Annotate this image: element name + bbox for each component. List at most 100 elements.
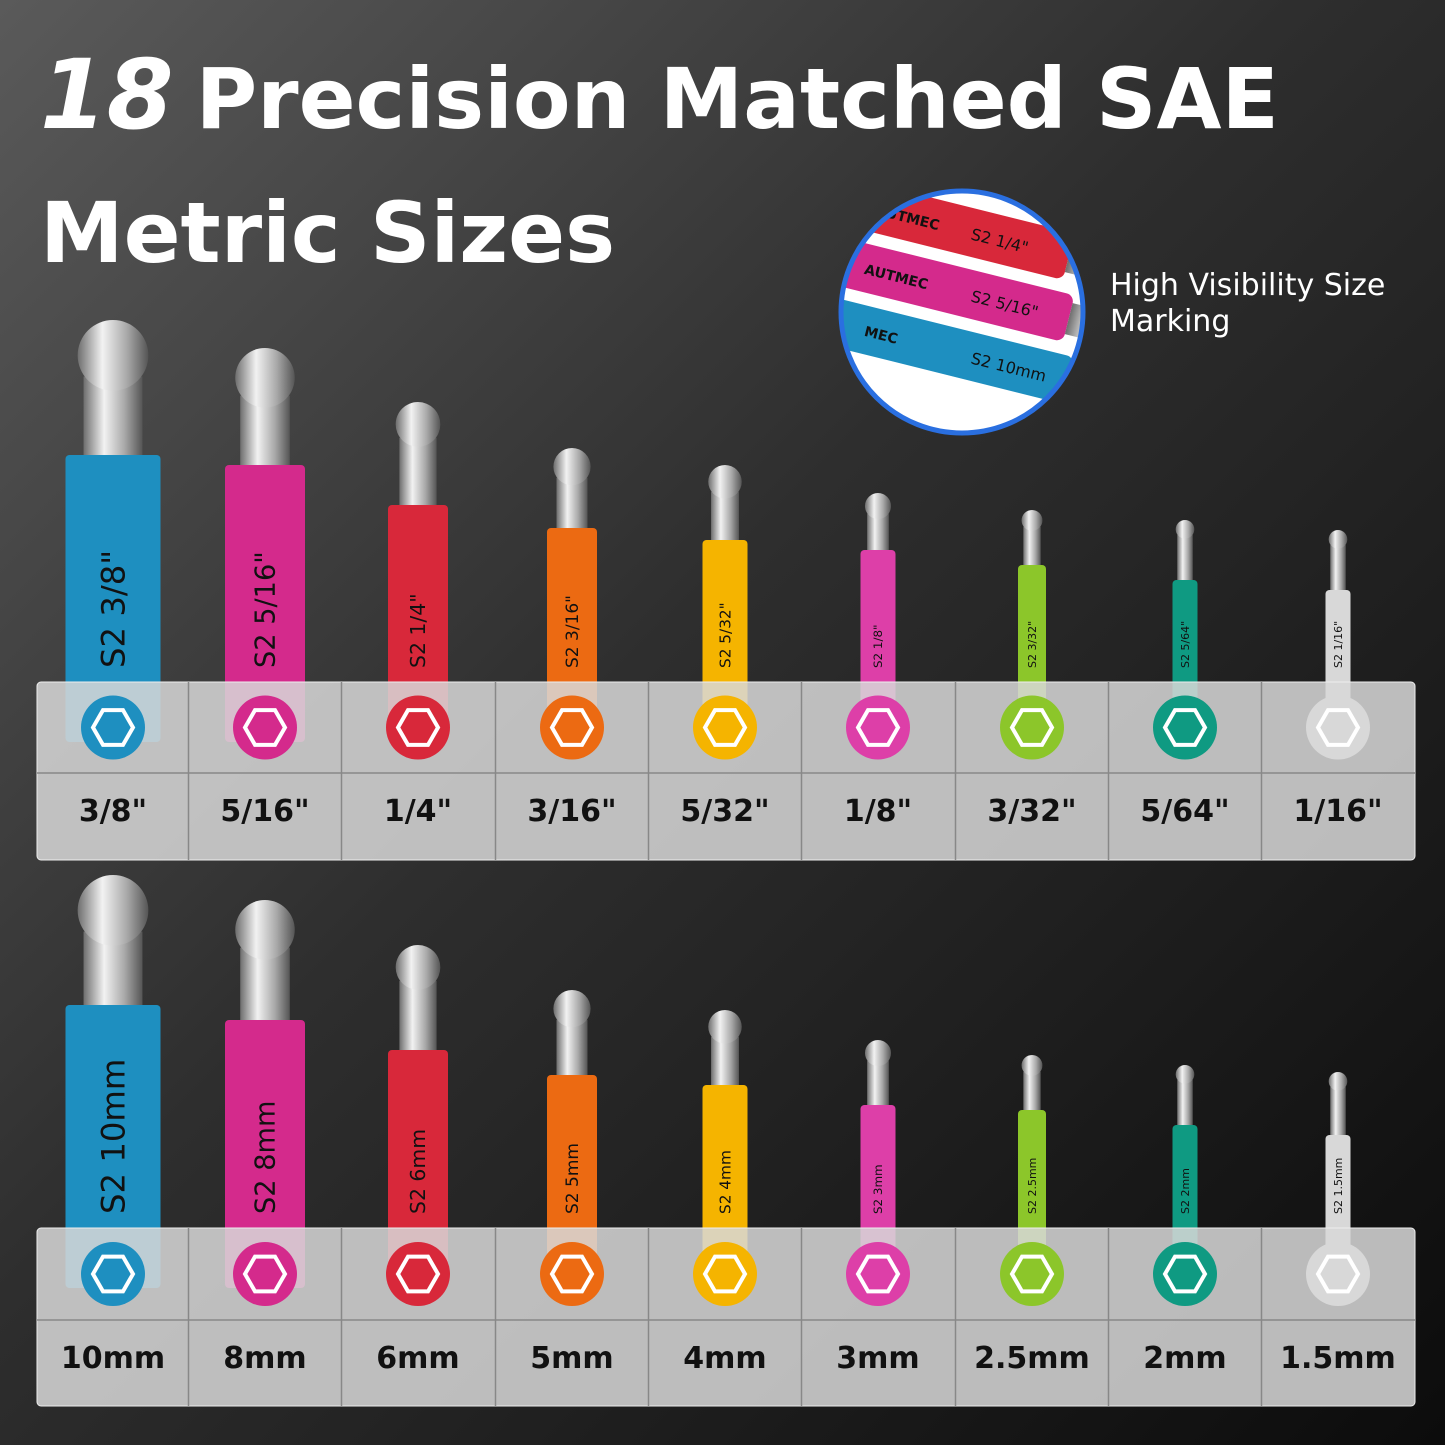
size-label: 3mm xyxy=(836,1341,919,1376)
hex-outline xyxy=(702,708,748,747)
hex-outline xyxy=(855,1254,901,1294)
ball-end xyxy=(864,493,892,520)
size-marking: S2 3mm xyxy=(871,1164,885,1214)
size-marking: S2 1/8" xyxy=(871,625,885,669)
hex-icon xyxy=(1306,695,1370,760)
size-label: 3/32" xyxy=(987,794,1076,829)
hex-outline xyxy=(549,708,595,747)
size-marking: S2 1.5mm xyxy=(1332,1158,1345,1214)
ball-end xyxy=(553,448,591,486)
callout: High Visibility Size Marking xyxy=(1110,268,1386,339)
hex-outline xyxy=(1162,1254,1208,1294)
inset-brand: MEC xyxy=(863,324,900,348)
ball-end xyxy=(864,1040,892,1067)
hex-icon xyxy=(1153,1242,1217,1306)
size-marking: S2 3/16" xyxy=(563,595,583,668)
hex-icon xyxy=(1153,695,1217,760)
size-marking: S2 3/32" xyxy=(1026,621,1039,668)
hex-outline xyxy=(395,1254,441,1294)
hex-icon xyxy=(846,695,910,760)
ball-end xyxy=(1328,530,1348,549)
size-marking: S2 10mm xyxy=(94,1059,132,1214)
hex-outline xyxy=(90,708,136,747)
size-label: 5/64" xyxy=(1140,794,1229,829)
ball-end xyxy=(235,900,295,960)
title-line-2: Metric Sizes xyxy=(40,184,615,282)
size-label: 10mm xyxy=(61,1341,165,1376)
callout-box: High Visibility Size Marking xyxy=(1110,268,1386,339)
hex-icon xyxy=(540,695,604,760)
hex-icon xyxy=(1000,695,1064,760)
hex-outline xyxy=(1162,708,1208,747)
size-label: 5mm xyxy=(530,1341,613,1376)
ball-end xyxy=(235,348,295,408)
hex-outline xyxy=(702,1254,748,1294)
ball-end xyxy=(395,945,441,990)
sleeve xyxy=(225,1020,305,1288)
hex-icon xyxy=(233,695,297,760)
ball-end xyxy=(395,402,441,447)
size-table xyxy=(36,1227,1416,1407)
size-label: 2mm xyxy=(1143,1341,1226,1376)
size-marking: S2 1/4" xyxy=(406,593,430,668)
inset-sleeve xyxy=(842,293,1073,403)
hex-icon xyxy=(540,1242,604,1306)
size-marking: S2 3/8" xyxy=(94,550,132,668)
hex-icon xyxy=(1306,1242,1370,1306)
title-number: 18 xyxy=(40,39,174,151)
size-label: 1/8" xyxy=(844,794,912,829)
hex-icon xyxy=(846,1242,910,1306)
sleeve xyxy=(225,465,305,742)
size-marking: S2 5/64" xyxy=(1179,621,1192,668)
ball-end xyxy=(1175,1065,1195,1084)
size-marking: S2 2.5mm xyxy=(1026,1158,1039,1214)
size-label: 3/16" xyxy=(527,794,616,829)
ball-end xyxy=(1021,1055,1043,1076)
size-marking: S2 4mm xyxy=(716,1150,734,1214)
hex-icon xyxy=(81,695,145,760)
hex-icon xyxy=(693,1242,757,1306)
size-label: 2.5mm xyxy=(974,1341,1090,1376)
ball-end xyxy=(708,1010,742,1044)
shaft xyxy=(1177,534,1193,595)
ball-end xyxy=(77,875,149,946)
tools: S2 3/8" S2 5/16" S2 1/4" S2 3/16" S2 5/32" S2… xyxy=(36,320,1416,1407)
shaft xyxy=(1177,1079,1193,1140)
size-label: 4mm xyxy=(683,1341,766,1376)
size-marking: S2 5/16" xyxy=(251,551,282,668)
inset-sleeve xyxy=(842,231,1073,341)
hex-icon xyxy=(386,695,450,760)
size-label: 5/16" xyxy=(220,794,309,829)
hex-key: S2 3/8" xyxy=(65,320,161,742)
hex-outline xyxy=(1009,708,1055,747)
hex-outline xyxy=(242,708,288,747)
hex-icon xyxy=(693,695,757,760)
size-label: 1.5mm xyxy=(1280,1341,1396,1376)
size-marking: S2 5mm xyxy=(563,1143,583,1214)
title-line-1: 18 Precision Matched SAE xyxy=(40,39,1279,151)
hex-icon xyxy=(1000,1242,1064,1306)
hex-outline xyxy=(90,1254,136,1294)
size-label: 1/16" xyxy=(1293,794,1382,829)
size-marking: S2 8mm xyxy=(251,1101,282,1214)
sleeve xyxy=(65,1005,161,1288)
ball-end xyxy=(708,465,742,499)
size-marking: S2 2mm xyxy=(1179,1168,1192,1214)
ball-end xyxy=(1175,520,1195,539)
size-label: 6mm xyxy=(376,1341,459,1376)
ball-end xyxy=(77,320,149,391)
sleeve xyxy=(65,455,161,742)
size-table xyxy=(36,681,1416,861)
hex-outline xyxy=(1315,708,1361,747)
size-label: 1/4" xyxy=(384,794,452,829)
hex-icon xyxy=(81,1242,145,1306)
hex-icon xyxy=(386,1242,450,1306)
size-marking: S2 6mm xyxy=(406,1129,430,1214)
size-label: 5/32" xyxy=(680,794,769,829)
size-marking: S2 1/16" xyxy=(1332,621,1345,668)
size-label: 8mm xyxy=(223,1341,306,1376)
ball-end xyxy=(1021,510,1043,531)
inset-ring xyxy=(838,188,1086,436)
hex-outline xyxy=(1315,1254,1361,1294)
